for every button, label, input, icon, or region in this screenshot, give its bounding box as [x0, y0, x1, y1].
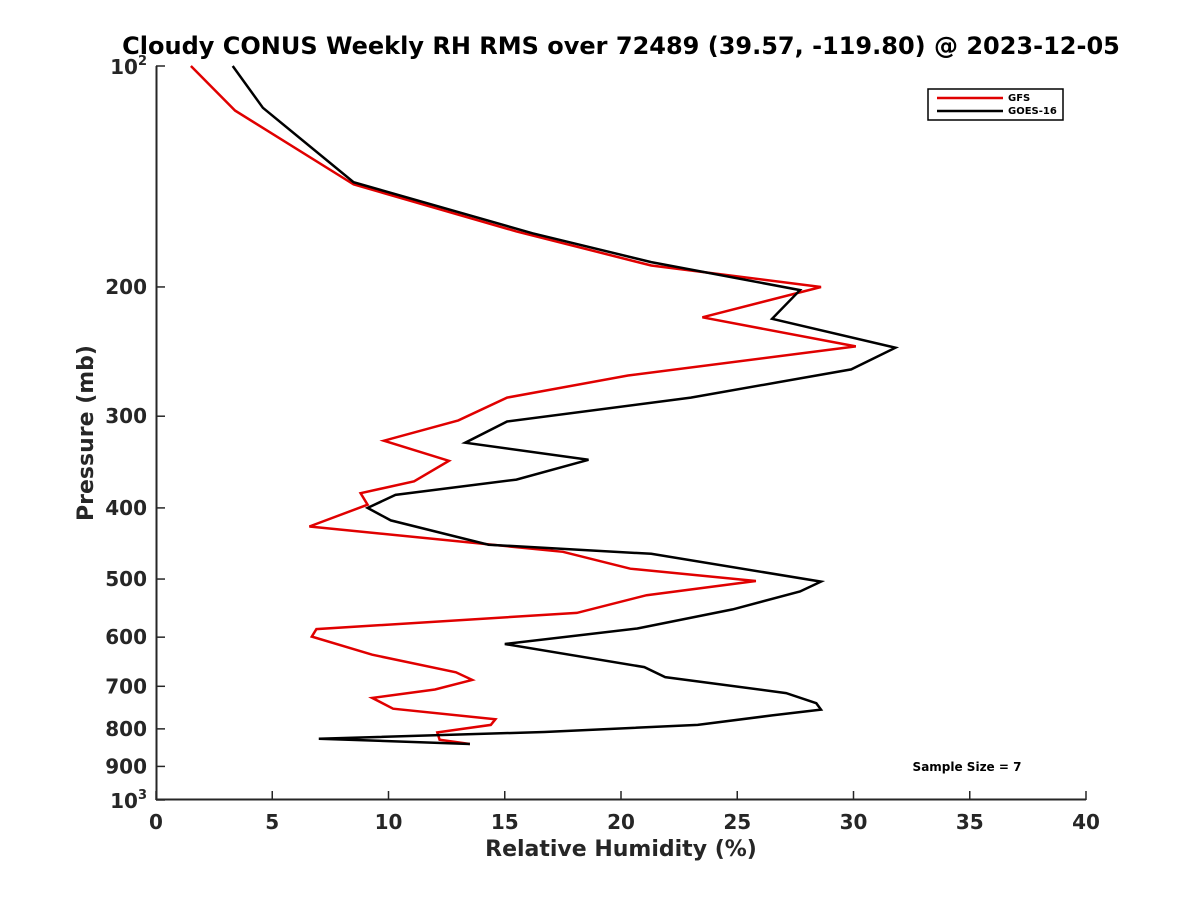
x-tick-label: 10 — [375, 810, 403, 834]
x-tick-label: 20 — [607, 810, 635, 834]
y-axis-label: Pressure (mb) — [74, 345, 99, 521]
x-tick-label: 30 — [840, 810, 868, 834]
sample-size-note: Sample Size = 7 — [913, 760, 1022, 774]
x-tick-label: 0 — [149, 810, 163, 834]
y-tick-label: 500 — [105, 567, 147, 591]
y-tick-label-power: 103 — [110, 788, 147, 813]
x-axis-ticks: 0 5 10 15 20 25 30 35 40 — [149, 791, 1100, 834]
y-tick-label: 800 — [105, 717, 147, 741]
x-tick-label: 5 — [265, 810, 279, 834]
legend: GFS GOES-16 — [927, 88, 1064, 121]
series-line-gfs — [190, 65, 857, 746]
legend-label-goes16: GOES-16 — [1008, 106, 1057, 117]
legend-label-gfs: GFS — [1008, 93, 1030, 104]
chart-title: Cloudy CONUS Weekly RH RMS over 72489 (3… — [122, 32, 1120, 60]
series-line-goes16 — [231, 65, 900, 746]
y-axis-ticks: 102 200 300 400 500 600 700 800 900 103 — [105, 54, 165, 813]
x-tick-label: 35 — [956, 810, 984, 834]
y-tick-label: 600 — [105, 625, 147, 649]
y-tick-label: 300 — [105, 404, 147, 428]
y-tick-label: 900 — [105, 754, 147, 778]
x-tick-label: 25 — [723, 810, 751, 834]
y-tick-label: 700 — [105, 674, 147, 698]
y-tick-label: 400 — [105, 496, 147, 520]
x-tick-label: 40 — [1072, 810, 1100, 834]
x-axis-label: Relative Humidity (%) — [485, 837, 757, 862]
y-tick-label-power: 102 — [110, 54, 147, 79]
series-layer — [190, 65, 900, 746]
y-tick-label: 200 — [105, 275, 147, 299]
x-tick-label: 15 — [491, 810, 519, 834]
legend-box — [927, 88, 1064, 121]
